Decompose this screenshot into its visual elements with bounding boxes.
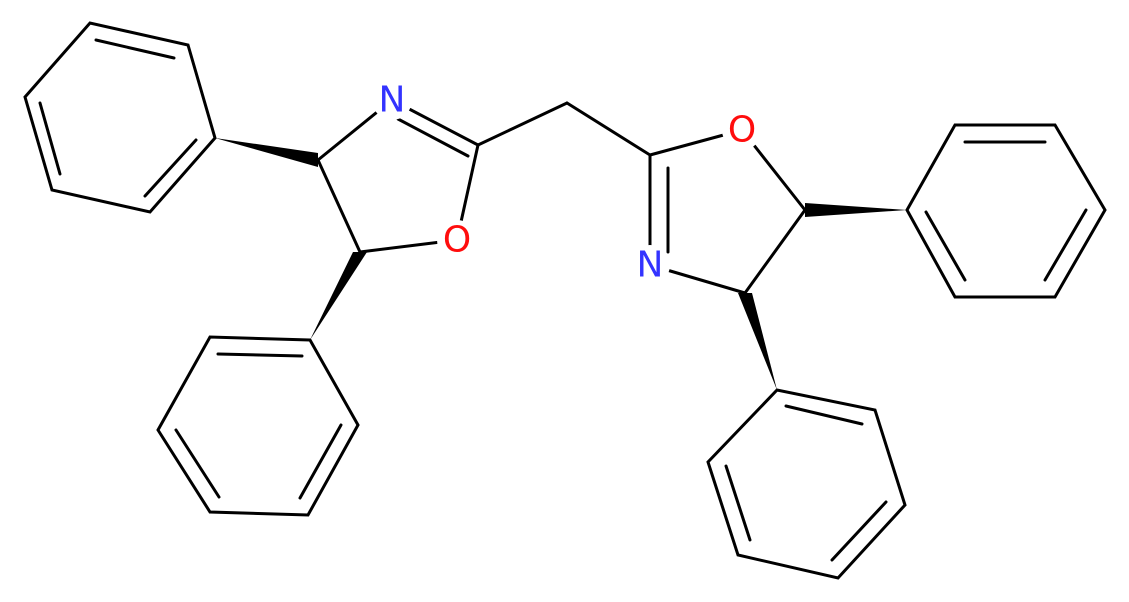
bond [830, 500, 888, 562]
wedge-bond [310, 252, 367, 340]
bond [476, 101, 569, 147]
wedge-bond [738, 293, 777, 390]
phenyl-ring [905, 123, 1107, 299]
bond [174, 428, 221, 499]
atom-label: O [443, 220, 471, 261]
label-backdrop [372, 80, 412, 120]
bond [784, 404, 864, 426]
bond [94, 38, 176, 60]
bond [216, 352, 304, 358]
label-backdrop [437, 220, 477, 260]
atom-label: O [728, 110, 756, 151]
phenyl-ring [23, 21, 217, 214]
wedge-bond [215, 138, 318, 167]
bond [743, 208, 807, 295]
wedge-bond [805, 203, 907, 217]
atom-label: N [379, 80, 406, 121]
phenyl-ring [706, 388, 907, 580]
bond [565, 101, 652, 157]
label-backdrop [722, 110, 762, 150]
bond [724, 464, 752, 542]
bonds [23, 21, 1107, 580]
bond [143, 138, 198, 198]
bond [1043, 208, 1088, 282]
bond [38, 101, 62, 176]
phenyl-ring [156, 335, 360, 517]
label-backdrop [630, 245, 670, 285]
atom-labels: N O O N [372, 80, 762, 286]
bond [924, 210, 967, 282]
bond [396, 117, 470, 158]
bond [298, 423, 343, 500]
bond [316, 158, 362, 254]
atom-label: N [637, 245, 664, 286]
